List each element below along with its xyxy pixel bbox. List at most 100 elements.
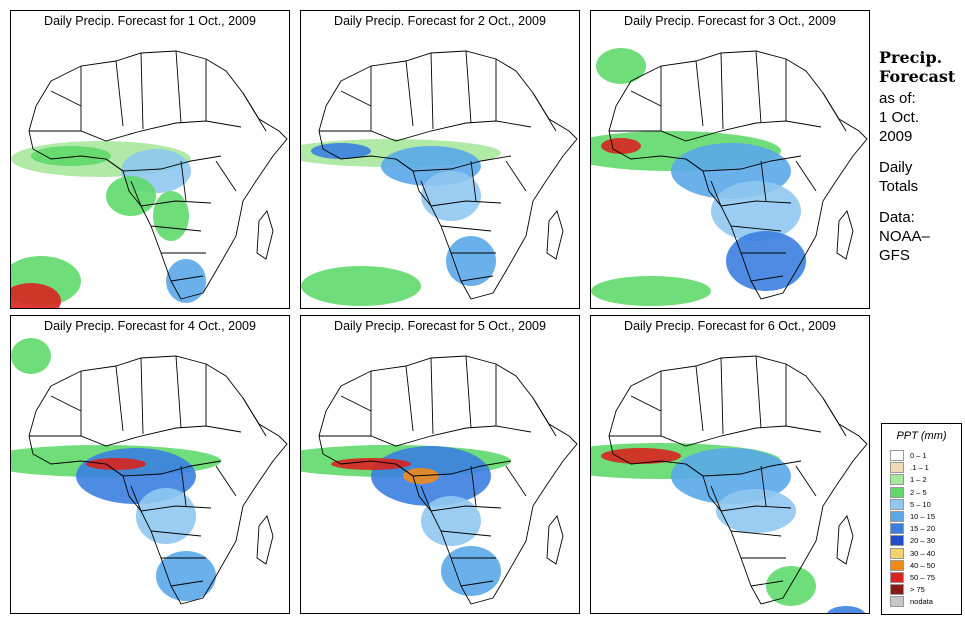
legend-swatch xyxy=(890,547,904,559)
country-border xyxy=(256,515,274,565)
precip-area xyxy=(766,566,816,606)
totals-label: Totals xyxy=(879,178,919,195)
country-border xyxy=(630,395,662,412)
legend-swatch xyxy=(890,535,904,547)
legend-swatch xyxy=(890,474,904,486)
legend-label: .1 – 1 xyxy=(910,463,929,473)
legend-swatch xyxy=(890,596,904,608)
precip-area xyxy=(136,488,196,544)
africa-map xyxy=(11,338,288,605)
country-border xyxy=(695,60,704,127)
country-border xyxy=(395,463,414,477)
country-border xyxy=(460,275,494,282)
legend-label: 2 – 5 xyxy=(910,487,927,497)
country-border xyxy=(440,225,492,232)
country-border xyxy=(470,160,477,202)
precip-area xyxy=(596,48,646,84)
asof-date-line1: 1 Oct. xyxy=(879,109,920,126)
country-border xyxy=(430,505,502,512)
precip-area xyxy=(716,489,796,533)
country-border xyxy=(170,275,204,282)
legend-swatch xyxy=(890,498,904,510)
precip-area xyxy=(311,143,371,159)
country-border xyxy=(750,580,784,587)
asof-date-line2: 2009 xyxy=(879,128,913,145)
country-border xyxy=(50,395,82,412)
asof-label: as of: xyxy=(879,90,916,107)
country-border xyxy=(180,160,187,202)
country-border xyxy=(795,465,817,497)
country-border xyxy=(242,92,267,132)
country-border xyxy=(430,200,502,207)
precip-area xyxy=(601,448,681,464)
africa-map xyxy=(301,355,578,605)
precip-area xyxy=(11,283,61,308)
country-border xyxy=(755,50,762,124)
country-border xyxy=(150,225,202,232)
precip-area xyxy=(421,171,481,221)
panel-title: Daily Precip. Forecast for 6 Oct., 2009 xyxy=(590,315,870,338)
country-border xyxy=(532,397,557,437)
precip-area xyxy=(166,259,206,303)
country-border xyxy=(836,210,854,260)
country-border xyxy=(755,355,762,429)
daily-label: Daily xyxy=(879,159,913,176)
country-border xyxy=(720,52,724,130)
country-border xyxy=(465,50,472,124)
country-border xyxy=(215,160,237,192)
country-border xyxy=(430,357,434,435)
legend-swatch xyxy=(890,450,904,461)
country-border xyxy=(630,90,662,107)
legend-label: 30 – 40 xyxy=(910,548,936,558)
precip-area xyxy=(156,551,216,601)
legend-label: 40 – 50 xyxy=(910,560,936,570)
country-border xyxy=(760,465,767,507)
country-border xyxy=(730,225,782,232)
country-border xyxy=(115,60,124,127)
map-panel-4: Daily Precip. Forecast for 4 Oct., 2009 xyxy=(10,315,290,615)
legend-swatch xyxy=(890,486,904,498)
legend-swatch xyxy=(890,559,904,571)
info-title-line1: Precip. xyxy=(879,48,943,67)
country-border xyxy=(730,530,782,537)
africa-map xyxy=(11,50,288,308)
legend-swatch xyxy=(890,584,904,596)
legend-swatch xyxy=(890,523,904,535)
panel-title: Daily Precip. Forecast for 2 Oct., 2009 xyxy=(300,10,580,33)
legend-label: 5 – 10 xyxy=(910,499,931,509)
country-border xyxy=(822,92,847,132)
legend-label: > 75 xyxy=(910,585,925,595)
legend-label: 20 – 30 xyxy=(910,536,936,546)
precip-area xyxy=(153,191,189,241)
country-border xyxy=(710,180,722,207)
country-border xyxy=(685,158,704,172)
country-border xyxy=(430,52,434,130)
country-border xyxy=(150,530,202,537)
country-border xyxy=(760,160,767,202)
country-border xyxy=(130,180,142,207)
country-border xyxy=(140,200,212,207)
country-border xyxy=(720,505,792,512)
legend-label: 10 – 15 xyxy=(910,512,936,521)
country-border xyxy=(546,210,564,260)
map-panel-6: Daily Precip. Forecast for 6 Oct., 2009 xyxy=(590,315,870,615)
map-panel-3: Daily Precip. Forecast for 3 Oct., 2009 xyxy=(590,10,870,310)
country-border xyxy=(319,120,532,142)
country-border xyxy=(695,365,704,432)
precip-map xyxy=(590,336,870,614)
precip-area xyxy=(11,338,51,374)
country-border xyxy=(420,180,432,207)
precip-map xyxy=(10,31,290,309)
country-border xyxy=(460,580,494,587)
country-border xyxy=(180,465,187,507)
country-border xyxy=(532,92,557,132)
country-border xyxy=(685,463,704,477)
country-border xyxy=(242,397,267,437)
country-border xyxy=(710,485,722,512)
forecast-info: Precip. Forecast as of: 1 Oct. 2009 Dail… xyxy=(879,48,963,265)
map-panel-5: Daily Precip. Forecast for 5 Oct., 2009 xyxy=(300,315,580,615)
country-border xyxy=(140,505,212,512)
precip-area xyxy=(331,458,411,470)
country-border xyxy=(29,425,242,447)
country-border xyxy=(340,395,372,412)
